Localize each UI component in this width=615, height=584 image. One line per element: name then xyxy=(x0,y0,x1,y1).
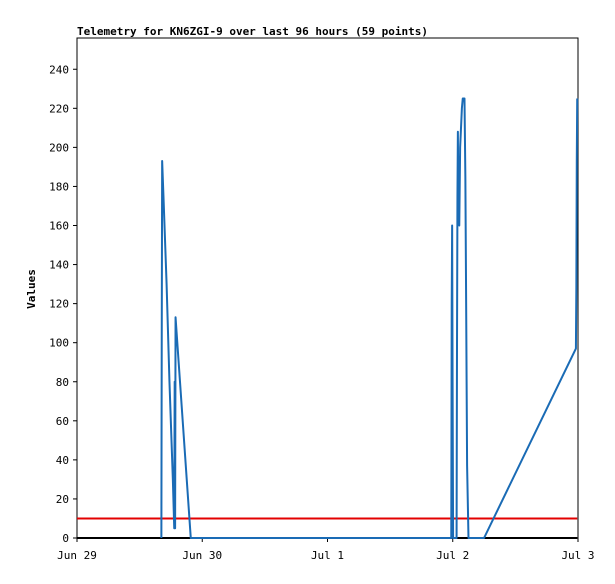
x-tick-label: Jul 3 xyxy=(561,549,594,562)
chart-title: Telemetry for KN6ZGI-9 over last 96 hour… xyxy=(77,25,428,38)
y-tick-label: 200 xyxy=(49,141,69,154)
series-line-0 xyxy=(160,97,579,539)
y-tick-label: 0 xyxy=(62,532,69,545)
plot-layer: 0 20 40 60 80 100 120 140 160 180 200 220 240 Jun 29 J… xyxy=(49,37,595,562)
y-tick-label: 140 xyxy=(49,259,69,272)
y-tick-label: 80 xyxy=(56,376,69,389)
y-tick-label: 240 xyxy=(49,63,69,76)
y-tick-label: 160 xyxy=(49,220,69,233)
y-tick-label: 60 xyxy=(56,415,69,428)
y-axis-label: Values xyxy=(25,269,38,309)
y-tick-label: 100 xyxy=(49,337,69,350)
x-tick-label: Jul 2 xyxy=(436,549,469,562)
x-tick-label: Jul 1 xyxy=(311,549,344,562)
x-tick-label: Jun 29 xyxy=(57,549,97,562)
y-tick-label: 220 xyxy=(49,102,69,115)
y-tick-label: 120 xyxy=(49,298,69,311)
y-tick-label: 40 xyxy=(56,454,69,467)
x-tick-label: Jun 30 xyxy=(182,549,222,562)
y-tick-label: 180 xyxy=(49,180,69,193)
y-tick-label: 20 xyxy=(56,493,69,506)
